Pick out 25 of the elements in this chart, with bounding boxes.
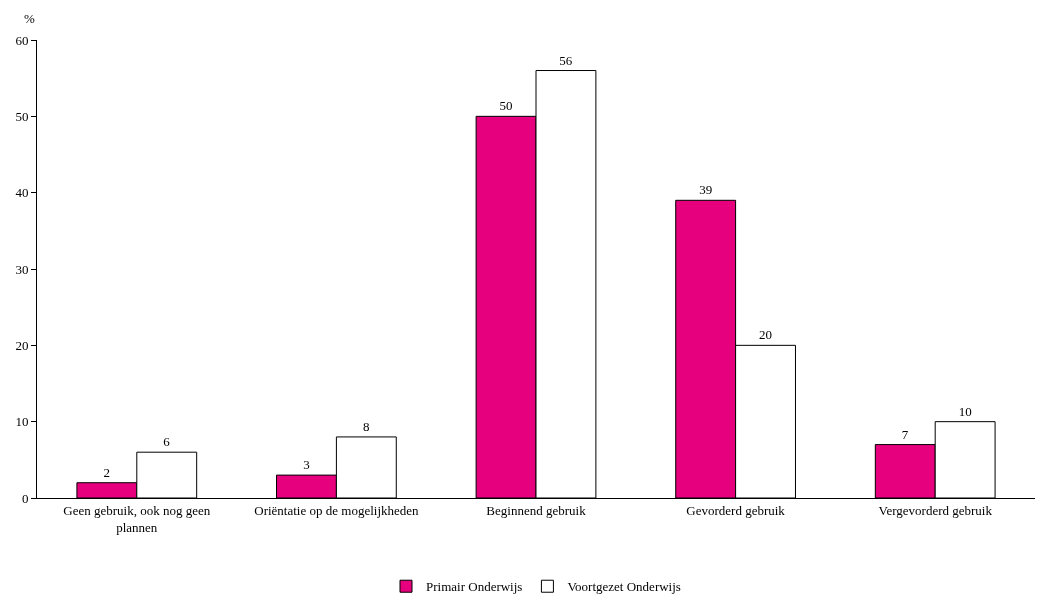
x-tick-label: Beginnend gebruik <box>486 502 587 518</box>
data-label: 3 <box>303 457 310 473</box>
y-tick-label: 20 <box>15 337 29 353</box>
data-label: 2 <box>103 464 111 480</box>
data-label: 56 <box>559 52 573 68</box>
data-label: 10 <box>958 403 972 419</box>
legend-label: Primair Onderwijs <box>426 579 523 595</box>
x-tick-label: Vergevorderd gebruik <box>878 502 993 518</box>
y-tick-label: 50 <box>15 108 29 124</box>
y-tick-label: 40 <box>15 185 29 201</box>
y-axis-title: % <box>24 11 35 26</box>
data-label: 6 <box>163 434 171 450</box>
x-tick-label: Gevorderd gebruik <box>686 502 786 518</box>
data-label: 50 <box>499 98 513 114</box>
data-label: 39 <box>699 182 713 198</box>
y-tick-label: 10 <box>15 414 29 430</box>
data-label: 8 <box>363 418 370 434</box>
data-label: 20 <box>759 327 773 343</box>
data-label: 7 <box>901 426 909 442</box>
x-tick-label: Geen gebruik, ook nog geen plannen <box>63 502 211 535</box>
x-tick-label: Oriëntatie op de mogelijkheden <box>254 502 420 518</box>
legend-label: Voortgezet Onderwijs <box>567 579 681 595</box>
y-tick-label: 60 <box>15 32 29 48</box>
y-tick-label: 0 <box>21 490 29 506</box>
y-tick-label: 30 <box>15 261 29 277</box>
